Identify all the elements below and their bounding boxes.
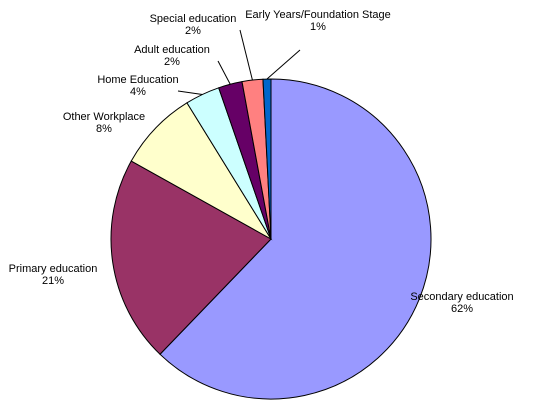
slice-percent-early-years-foundation-stage: 1% xyxy=(310,21,326,33)
leader-line-adult-education xyxy=(217,60,231,85)
slice-label-secondary-education: Secondary education xyxy=(410,291,513,303)
leader-lines xyxy=(177,29,301,95)
slice-percent-primary-education: 21% xyxy=(42,275,64,287)
pie-slice-primary-education xyxy=(110,160,272,355)
pie-slice-secondary-education xyxy=(159,78,432,400)
slice-percent-secondary-education: 62% xyxy=(451,303,473,315)
slice-label-adult-education: Adult education xyxy=(134,44,210,56)
pie-slices xyxy=(110,78,432,400)
leader-line-special-education xyxy=(239,29,253,81)
slice-percent-special-education: 2% xyxy=(185,25,201,37)
slice-percent-home-education: 4% xyxy=(130,86,146,98)
slice-label-early-years-foundation-stage: Early Years/Foundation Stage xyxy=(245,9,391,21)
leader-line-home-education xyxy=(177,90,203,95)
slice-label-home-education: Home Education xyxy=(97,74,178,86)
slice-label-primary-education: Primary education xyxy=(9,263,98,275)
leader-line-early-years-foundation-stage xyxy=(266,49,301,80)
slice-label-special-education: Special education xyxy=(150,13,237,25)
slice-percent-other-workplace: 8% xyxy=(96,123,112,135)
slice-percent-adult-education: 2% xyxy=(164,56,180,68)
slice-label-other-workplace: Other Workplace xyxy=(63,111,145,123)
